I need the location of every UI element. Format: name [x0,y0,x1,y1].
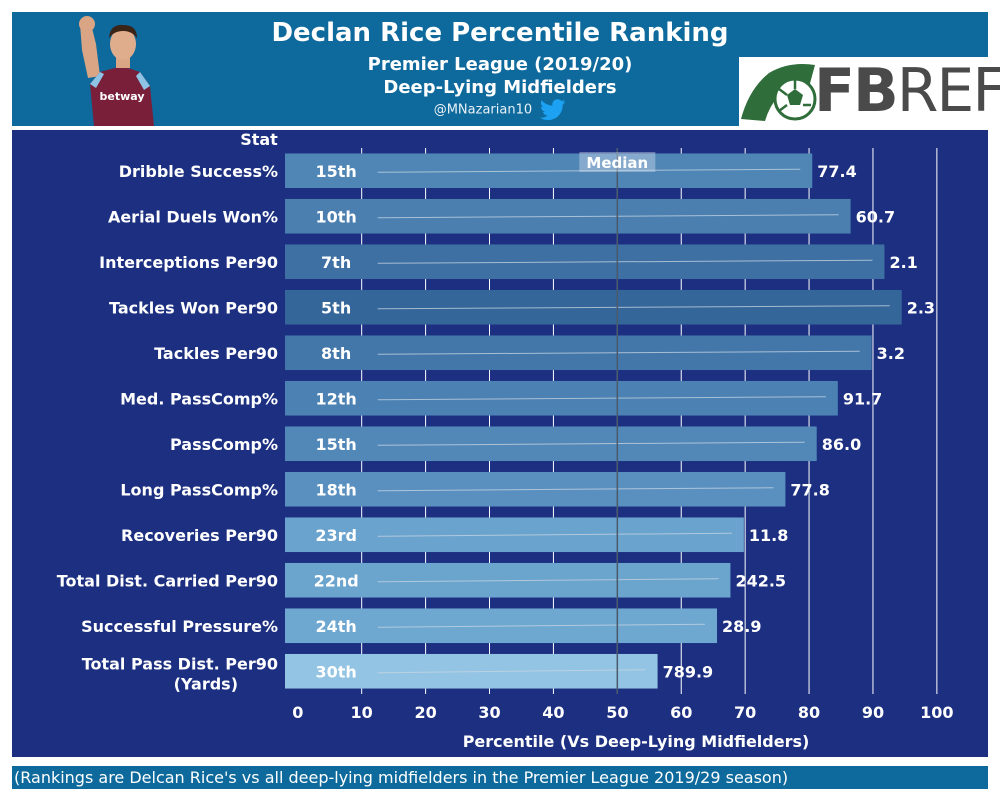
value-label-7: 86.0 [822,435,861,454]
author-handle[interactable]: @MNazarian10 [433,102,533,118]
value-label-9: 11.8 [749,526,788,545]
bar-trend-line-12 [377,669,646,674]
x-tick-label-90: 90 [862,703,884,722]
value-label-8: 77.8 [790,480,829,499]
rank-label-2: 10th [315,207,356,226]
stat-column-header: Stat [240,130,278,149]
rank-label-3: 7th [321,253,351,272]
x-tick-label-20: 20 [414,703,436,722]
rank-label-4: 5th [321,298,351,317]
value-label-6: 91.7 [843,389,882,408]
value-label-3: 2.1 [889,253,917,272]
bar-trend-line-10 [377,578,719,583]
rank-label-1: 15th [315,162,356,181]
x-axis-label: Percentile (Vs Deep-Lying Midfielders) [463,732,810,751]
rank-label-7: 15th [315,435,356,454]
median-label-bg [579,152,656,172]
bar-trend-line-4 [377,305,890,310]
x-tick-label-70: 70 [734,703,756,722]
value-label-12: 789.9 [663,662,714,681]
rank-label-5: 8th [321,344,351,363]
category-label-12: Total Pass Dist. Per90 (Yards) [82,654,278,693]
value-label-11: 28.9 [722,617,761,636]
chart-subtitle-position: Deep-Lying Midfielders [383,77,617,98]
category-label-6: Med. PassComp% [120,389,278,408]
author-credit: @MNazarian10 [0,99,1000,121]
category-label-8: Long PassComp% [120,480,278,499]
x-tick-label-0: 0 [292,703,303,722]
category-label-9: Recoveries Per90 [121,526,278,545]
bar-trend-line-6 [377,396,826,401]
value-label-10: 242.5 [735,571,786,590]
rank-label-9: 23rd [315,526,357,545]
bar-trend-line-9 [377,532,732,537]
category-label-11: Successful Pressure% [81,617,278,636]
chart-title: Declan Rice Percentile Ranking [271,18,729,48]
bar-trend-line-7 [377,441,805,446]
player-photo: betway [60,14,170,126]
chart-subtitle-league: Premier League (2019/20) [367,54,633,75]
category-label-3: Interceptions Per90 [99,253,278,272]
fbref-logo: FBREF [739,57,1000,126]
bar-trend-line-11 [377,623,706,628]
football-logo-icon [741,64,817,121]
header-divider [12,126,988,129]
category-label-2: Aerial Duels Won% [108,207,278,226]
rank-label-6: 12th [315,389,356,408]
bar-trend-line-8 [377,487,774,492]
category-label-5: Tackles Per90 [154,344,278,363]
x-tick-label-40: 40 [542,703,564,722]
value-label-2: 60.7 [856,207,895,226]
value-label-4: 2.3 [907,298,935,317]
rank-label-10: 22nd [314,571,359,590]
median-label: Median [586,154,648,172]
footer-note: (Rankings are Delcan Rice's vs all deep-… [12,766,988,789]
category-label-4: Tackles Won Per90 [109,298,278,317]
bar-trend-line-1 [377,168,801,173]
rank-label-11: 24th [315,617,356,636]
category-label-7: PassComp% [170,435,278,454]
twitter-bird-icon[interactable] [540,99,566,121]
bar-trend-line-3 [377,259,873,264]
bar-trend-line-5 [377,350,860,355]
rank-label-8: 18th [315,480,356,499]
value-label-1: 77.4 [817,162,856,181]
value-label-5: 3.2 [877,344,905,363]
category-label-10: Total Dist. Carried Per90 [57,571,278,590]
x-tick-label-100: 100 [920,703,953,722]
bar-trend-line-2 [377,214,839,219]
x-tick-label-60: 60 [670,703,692,722]
x-tick-label-10: 10 [351,703,373,722]
category-label-1: Dribble Success% [119,162,278,181]
x-tick-label-30: 30 [478,703,500,722]
x-tick-label-50: 50 [606,703,628,722]
svg-text:betway: betway [99,90,144,103]
rank-label-12: 30th [315,662,356,681]
x-tick-label-80: 80 [798,703,820,722]
